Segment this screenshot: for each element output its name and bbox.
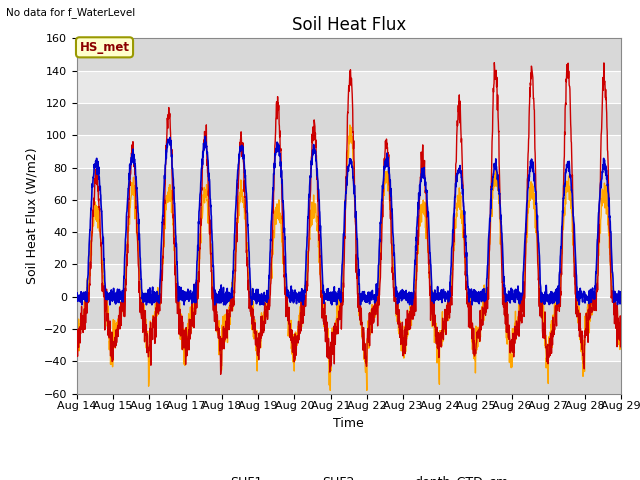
SHF2 [326, 387, 334, 393]
SHF2 [346, 122, 354, 128]
SHF1 [490, 60, 498, 65]
SHF2 [225, 320, 232, 326]
SHF2 [617, 336, 625, 342]
Text: HS_met: HS_met [79, 41, 129, 54]
Text: No data for f_WaterLevel: No data for f_WaterLevel [6, 7, 136, 18]
depth_CTD_cm [377, 221, 385, 227]
SHF1 [508, 345, 515, 350]
SHF1 [217, 372, 225, 377]
depth_CTD_cm [225, 298, 233, 304]
Bar [77, 361, 621, 394]
Bar [77, 71, 621, 103]
depth_CTD_cm [508, 285, 515, 291]
Legend: SHF1, SHF2, depth_CTD_cm: SHF1, SHF2, depth_CTD_cm [184, 471, 514, 480]
depth_CTD_cm [73, 298, 81, 303]
SHF1 [376, 275, 384, 280]
Bar [77, 168, 621, 200]
Bar [77, 200, 621, 232]
depth_CTD_cm [584, 296, 592, 302]
Bar [77, 297, 621, 329]
Bar [77, 232, 621, 264]
Title: Soil Heat Flux: Soil Heat Flux [292, 16, 406, 34]
Line: SHF2: SHF2 [77, 125, 621, 390]
SHF1 [570, 216, 577, 222]
Y-axis label: Soil Heat Flux (W/m2): Soil Heat Flux (W/m2) [25, 148, 38, 284]
Line: depth_CTD_cm: depth_CTD_cm [77, 136, 621, 305]
Bar [77, 135, 621, 168]
Line: SHF1: SHF1 [77, 62, 621, 374]
SHF2 [570, 242, 577, 248]
Bar [77, 264, 621, 297]
depth_CTD_cm [617, 299, 625, 305]
SHF1 [617, 320, 625, 325]
SHF2 [377, 248, 385, 254]
Bar [77, 38, 621, 71]
SHF1 [73, 348, 81, 354]
Bar [77, 329, 621, 361]
SHF2 [365, 345, 372, 351]
X-axis label: Time: Time [333, 417, 364, 430]
Bar [77, 103, 621, 135]
SHF2 [508, 365, 515, 371]
SHF2 [584, 309, 592, 315]
SHF1 [225, 314, 232, 320]
SHF1 [365, 325, 372, 331]
depth_CTD_cm [365, 291, 372, 297]
depth_CTD_cm [570, 213, 577, 219]
SHF2 [73, 355, 81, 360]
SHF1 [584, 307, 592, 312]
depth_CTD_cm [202, 133, 209, 139]
depth_CTD_cm [78, 302, 86, 308]
